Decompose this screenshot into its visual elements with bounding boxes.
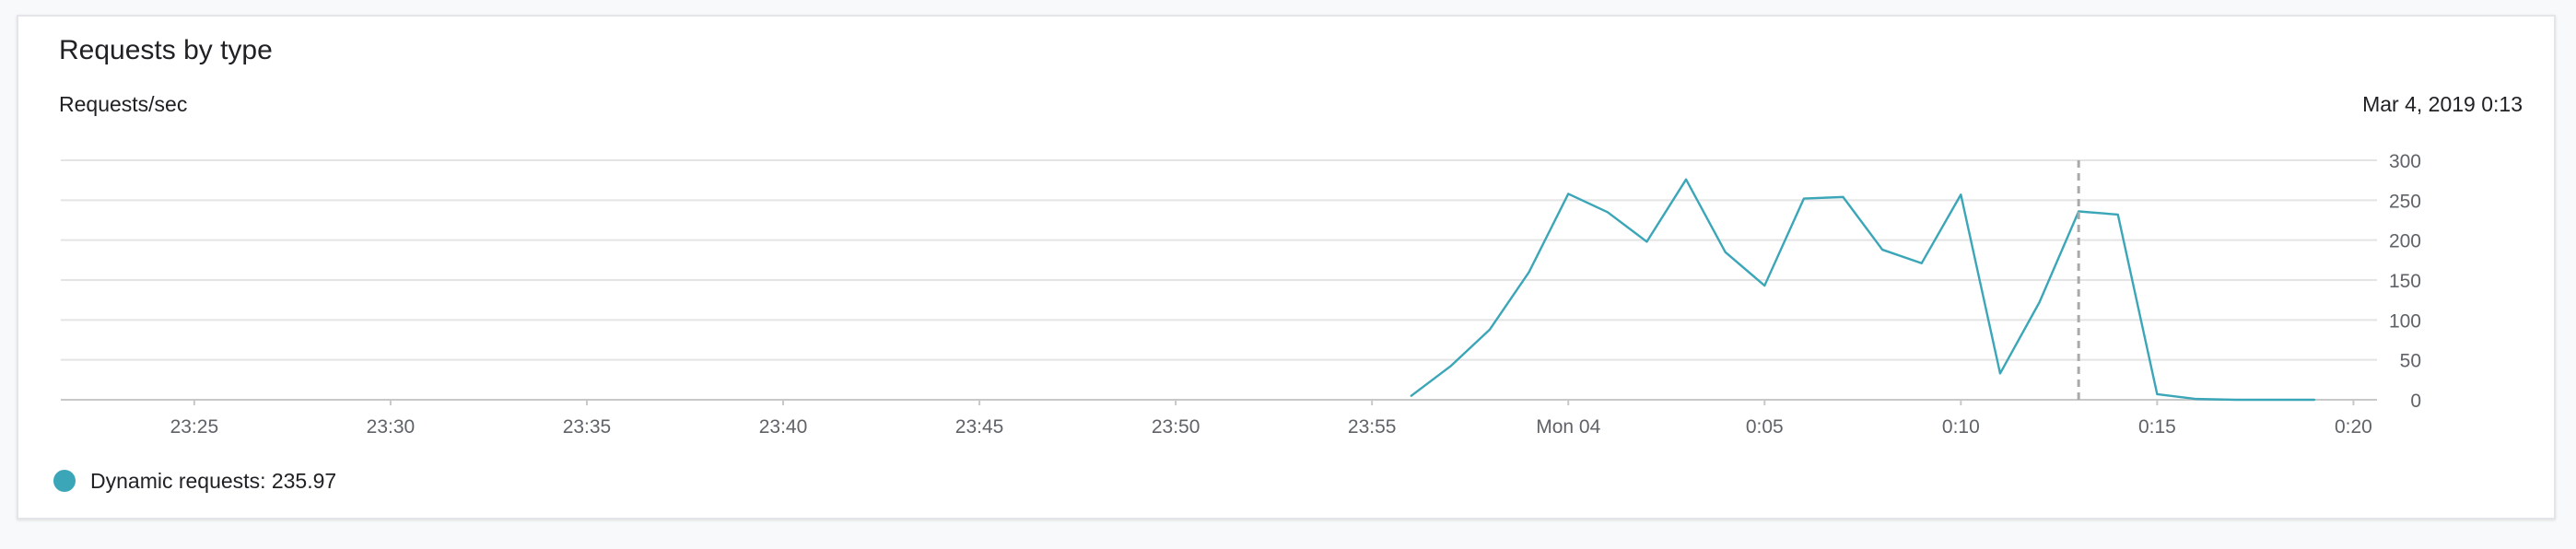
series-line-dynamic-requests (1411, 180, 2314, 400)
grid-lines (61, 160, 2377, 400)
y-tick-label: 250 (2389, 191, 2421, 212)
x-tick-label: 23:30 (367, 416, 416, 438)
x-tick-label: 23:25 (170, 416, 219, 438)
x-tick-label: 23:50 (1152, 416, 1200, 438)
legend-label: Dynamic requests: 235.97 (90, 469, 336, 494)
x-tick-label: 23:55 (1348, 416, 1397, 438)
x-tick-label: 0:05 (1746, 416, 1784, 438)
x-tick-label: 23:40 (759, 416, 808, 438)
y-tick-label: 150 (2389, 271, 2421, 292)
x-tick-label: Mon 04 (1536, 416, 1600, 438)
x-tick-label: 0:20 (2335, 416, 2372, 438)
x-tick-label: 0:10 (1942, 416, 1980, 438)
legend-swatch (53, 470, 76, 492)
legend[interactable]: Dynamic requests: 235.97 (53, 462, 336, 499)
y-tick-label: 50 (2400, 351, 2421, 372)
y-tick-label: 100 (2389, 310, 2421, 332)
x-tick-labels: 23:25 23:30 23:35 23:40 23:45 23:50 23:55 Mon 0… (170, 400, 2372, 438)
y-tick-labels: 0 50 100 150 200 250 300 (2389, 151, 2421, 412)
y-tick-label: 300 (2389, 151, 2421, 172)
x-tick-label: 0:15 (2138, 416, 2176, 438)
x-tick-label: 23:45 (955, 416, 1004, 438)
y-tick-label: 0 (2410, 391, 2421, 412)
y-tick-label: 200 (2389, 231, 2421, 252)
requests-by-type-card: Requests by type Requests/sec Mar 4, 201… (17, 15, 2556, 520)
series-layer (1411, 180, 2314, 400)
x-tick-label: 23:35 (563, 416, 612, 438)
